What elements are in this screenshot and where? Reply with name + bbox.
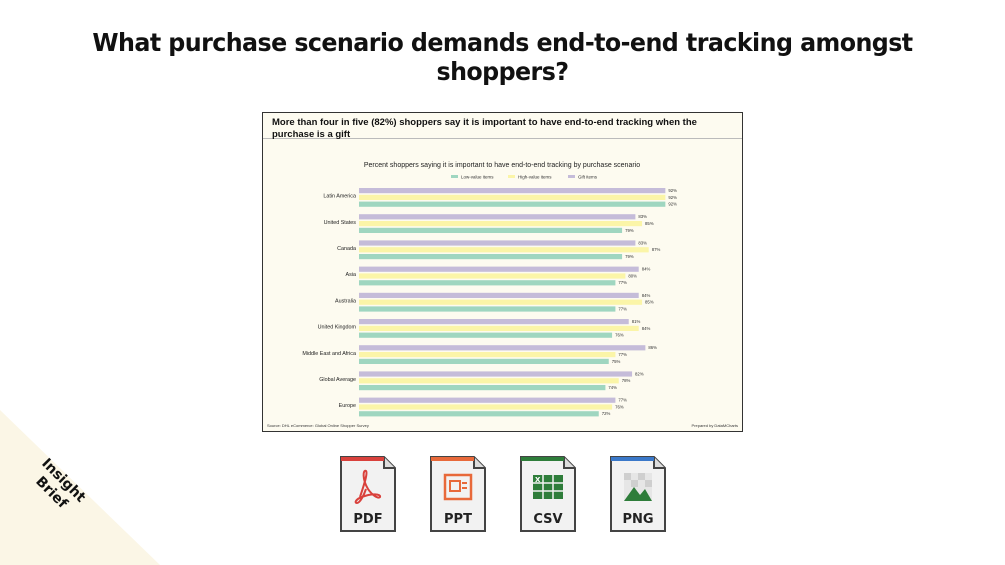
ppt-icon (430, 456, 486, 532)
data-label-0-6: 75% (612, 359, 621, 364)
bar-0-1 (359, 227, 623, 233)
legend-label-1: High-value items (518, 175, 552, 180)
data-label-0-5: 76% (615, 333, 624, 338)
data-label-2-8: 77% (618, 398, 627, 403)
data-label-0-2: 79% (625, 254, 634, 259)
category-label-4: Australia (335, 298, 356, 304)
bar-2-5 (359, 319, 629, 325)
download-buttons: PDF PPT X CSV (338, 455, 668, 535)
bar-1-0 (359, 194, 666, 200)
data-label-0-1: 79% (625, 228, 634, 233)
page-title: What purchase scenario demands end-to-en… (92, 28, 913, 86)
data-label-1-1: 85% (645, 221, 654, 226)
category-label-7: Global Average (319, 377, 356, 383)
category-label-8: Europe (339, 403, 356, 409)
data-label-1-4: 85% (645, 300, 654, 305)
bar-0-4 (359, 306, 616, 312)
data-label-2-5: 81% (632, 319, 641, 324)
data-label-1-3: 80% (628, 273, 637, 278)
bar-2-8 (359, 397, 616, 403)
bar-2-0 (359, 188, 666, 194)
bar-1-8 (359, 404, 613, 410)
svg-text:X: X (535, 476, 541, 484)
download-png-label: PNG (622, 512, 654, 527)
download-csv-label: CSV (533, 512, 563, 527)
bar-1-3 (359, 273, 626, 279)
bar-0-0 (359, 201, 666, 207)
bar-1-4 (359, 299, 643, 305)
bar-1-2 (359, 247, 649, 253)
download-pdf-button[interactable]: PDF (338, 455, 398, 533)
data-label-2-7: 82% (635, 371, 644, 376)
legend-label-2: Gift items (578, 175, 598, 180)
category-label-5: United Kingdom (318, 325, 357, 331)
data-label-2-6: 86% (648, 345, 657, 350)
download-csv-button[interactable]: X CSV (518, 455, 578, 533)
bar-2-2 (359, 240, 636, 246)
bar-chart: Percent shoppers saying it is important … (302, 162, 677, 417)
chart-card-heading: More than four in five (82%) shoppers sa… (263, 113, 742, 140)
chart-card: More than four in five (82%) shoppers sa… (262, 112, 743, 432)
data-label-1-7: 78% (622, 378, 631, 383)
data-label-2-1: 83% (638, 214, 647, 219)
bar-0-3 (359, 280, 616, 286)
data-label-2-4: 84% (642, 293, 651, 298)
legend-swatch-1 (508, 175, 515, 178)
data-label-1-8: 76% (615, 404, 624, 409)
png-icon (610, 456, 666, 532)
bar-2-7 (359, 371, 633, 377)
data-label-1-6: 77% (618, 352, 627, 357)
chart-credit: Prepared by DataMCharts (691, 423, 738, 428)
category-label-1: United States (324, 220, 357, 226)
bar-1-6 (359, 352, 616, 358)
bar-1-1 (359, 221, 643, 227)
bar-2-3 (359, 266, 639, 272)
bar-0-6 (359, 358, 609, 364)
pdf-icon (340, 456, 396, 532)
insight-brief-label: Insight Brief (13, 443, 101, 531)
data-label-2-3: 84% (642, 267, 651, 272)
data-label-2-2: 83% (638, 240, 647, 245)
bar-0-8 (359, 411, 599, 417)
bar-2-4 (359, 292, 639, 298)
legend-swatch-0 (451, 175, 458, 178)
download-ppt-label: PPT (444, 512, 472, 527)
data-label-0-8: 72% (602, 411, 611, 416)
bar-1-5 (359, 325, 639, 331)
bar-2-6 (359, 345, 646, 351)
chart-title: Percent shoppers saying it is important … (364, 162, 640, 169)
data-label-0-4: 77% (618, 306, 627, 311)
chart-source: Source: DHL eCommerce: Global Online Sho… (267, 423, 369, 428)
category-label-0: Latin America (323, 194, 356, 200)
data-label-0-7: 74% (608, 385, 617, 390)
data-label-0-3: 77% (618, 280, 627, 285)
data-label-0-0: 92% (668, 202, 677, 207)
bar-0-5 (359, 332, 613, 338)
legend-label-0: Low-value items (461, 175, 494, 180)
csv-icon: X (520, 456, 576, 532)
download-pdf-label: PDF (353, 512, 383, 527)
bar-0-2 (359, 254, 623, 260)
category-label-2: Canada (337, 246, 356, 252)
data-label-1-5: 84% (642, 326, 651, 331)
bar-0-7 (359, 385, 606, 391)
category-label-3: Asia (346, 272, 357, 278)
category-label-6: Middle East and Africa (302, 351, 356, 357)
bar-1-7 (359, 378, 619, 384)
data-label-2-0: 92% (668, 188, 677, 193)
data-label-1-0: 92% (668, 195, 677, 200)
data-label-1-2: 87% (652, 247, 661, 252)
legend-swatch-2 (568, 175, 575, 178)
download-png-button[interactable]: PNG (608, 455, 668, 533)
download-ppt-button[interactable]: PPT (428, 455, 488, 533)
bar-2-1 (359, 214, 636, 220)
